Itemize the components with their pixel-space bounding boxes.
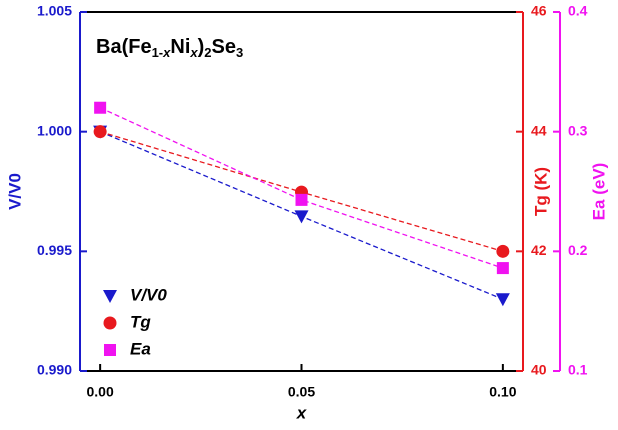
annotation-part: Ni (170, 36, 190, 58)
y-tick-label: 46 (531, 3, 547, 19)
y-tick-label: 1.000 (37, 122, 72, 138)
annotation-part: x (162, 45, 171, 60)
annotation-part: 1- (152, 45, 164, 60)
legend-marker (103, 290, 117, 303)
marker (495, 293, 510, 307)
y-tick-label: 0.995 (37, 242, 72, 258)
y-tick-label: 0.4 (568, 3, 588, 19)
annotation-part: Ba(Fe (96, 36, 152, 58)
annotation: Ba(Fe1-xNix)2Se3 (96, 36, 243, 60)
y-tick-label: 44 (531, 122, 547, 138)
series-line (99, 107, 504, 269)
y-tick-label: 0.990 (37, 362, 72, 378)
y-axis-label: V/V0 (5, 173, 24, 210)
annotation-part: ) (198, 36, 205, 58)
marker (295, 193, 308, 206)
y-tick-label: 40 (531, 362, 547, 378)
legend-label: Tg (130, 312, 151, 331)
y3-axis-label: Ea (eV) (589, 163, 608, 221)
x-tick-label: 0.10 (489, 384, 516, 400)
legend-label: Ea (130, 339, 151, 358)
legend-marker (104, 344, 116, 356)
y-tick-label: 0.1 (568, 362, 588, 378)
legend-marker (103, 316, 117, 330)
y-tick-label: 0.3 (568, 122, 588, 138)
y-tick-label: 1.005 (37, 3, 72, 19)
marker (93, 125, 107, 139)
x-tick-label: 0.00 (87, 384, 114, 400)
y2-axis-label: Tg (K) (531, 167, 550, 216)
legend-label: V/V0 (130, 285, 167, 304)
x-tick-label: 0.05 (288, 384, 315, 400)
marker (496, 244, 510, 258)
marker (94, 101, 107, 114)
y-tick-label: 42 (531, 242, 547, 258)
y-tick-label: 0.2 (568, 242, 588, 258)
marker (496, 262, 509, 275)
x-axis-label: x (296, 403, 308, 422)
annotation-part: 2 (204, 45, 211, 60)
annotation-part: x (189, 45, 198, 60)
annotation-part: 3 (236, 45, 243, 60)
annotation-part: Se (212, 36, 236, 58)
marker (294, 210, 309, 224)
